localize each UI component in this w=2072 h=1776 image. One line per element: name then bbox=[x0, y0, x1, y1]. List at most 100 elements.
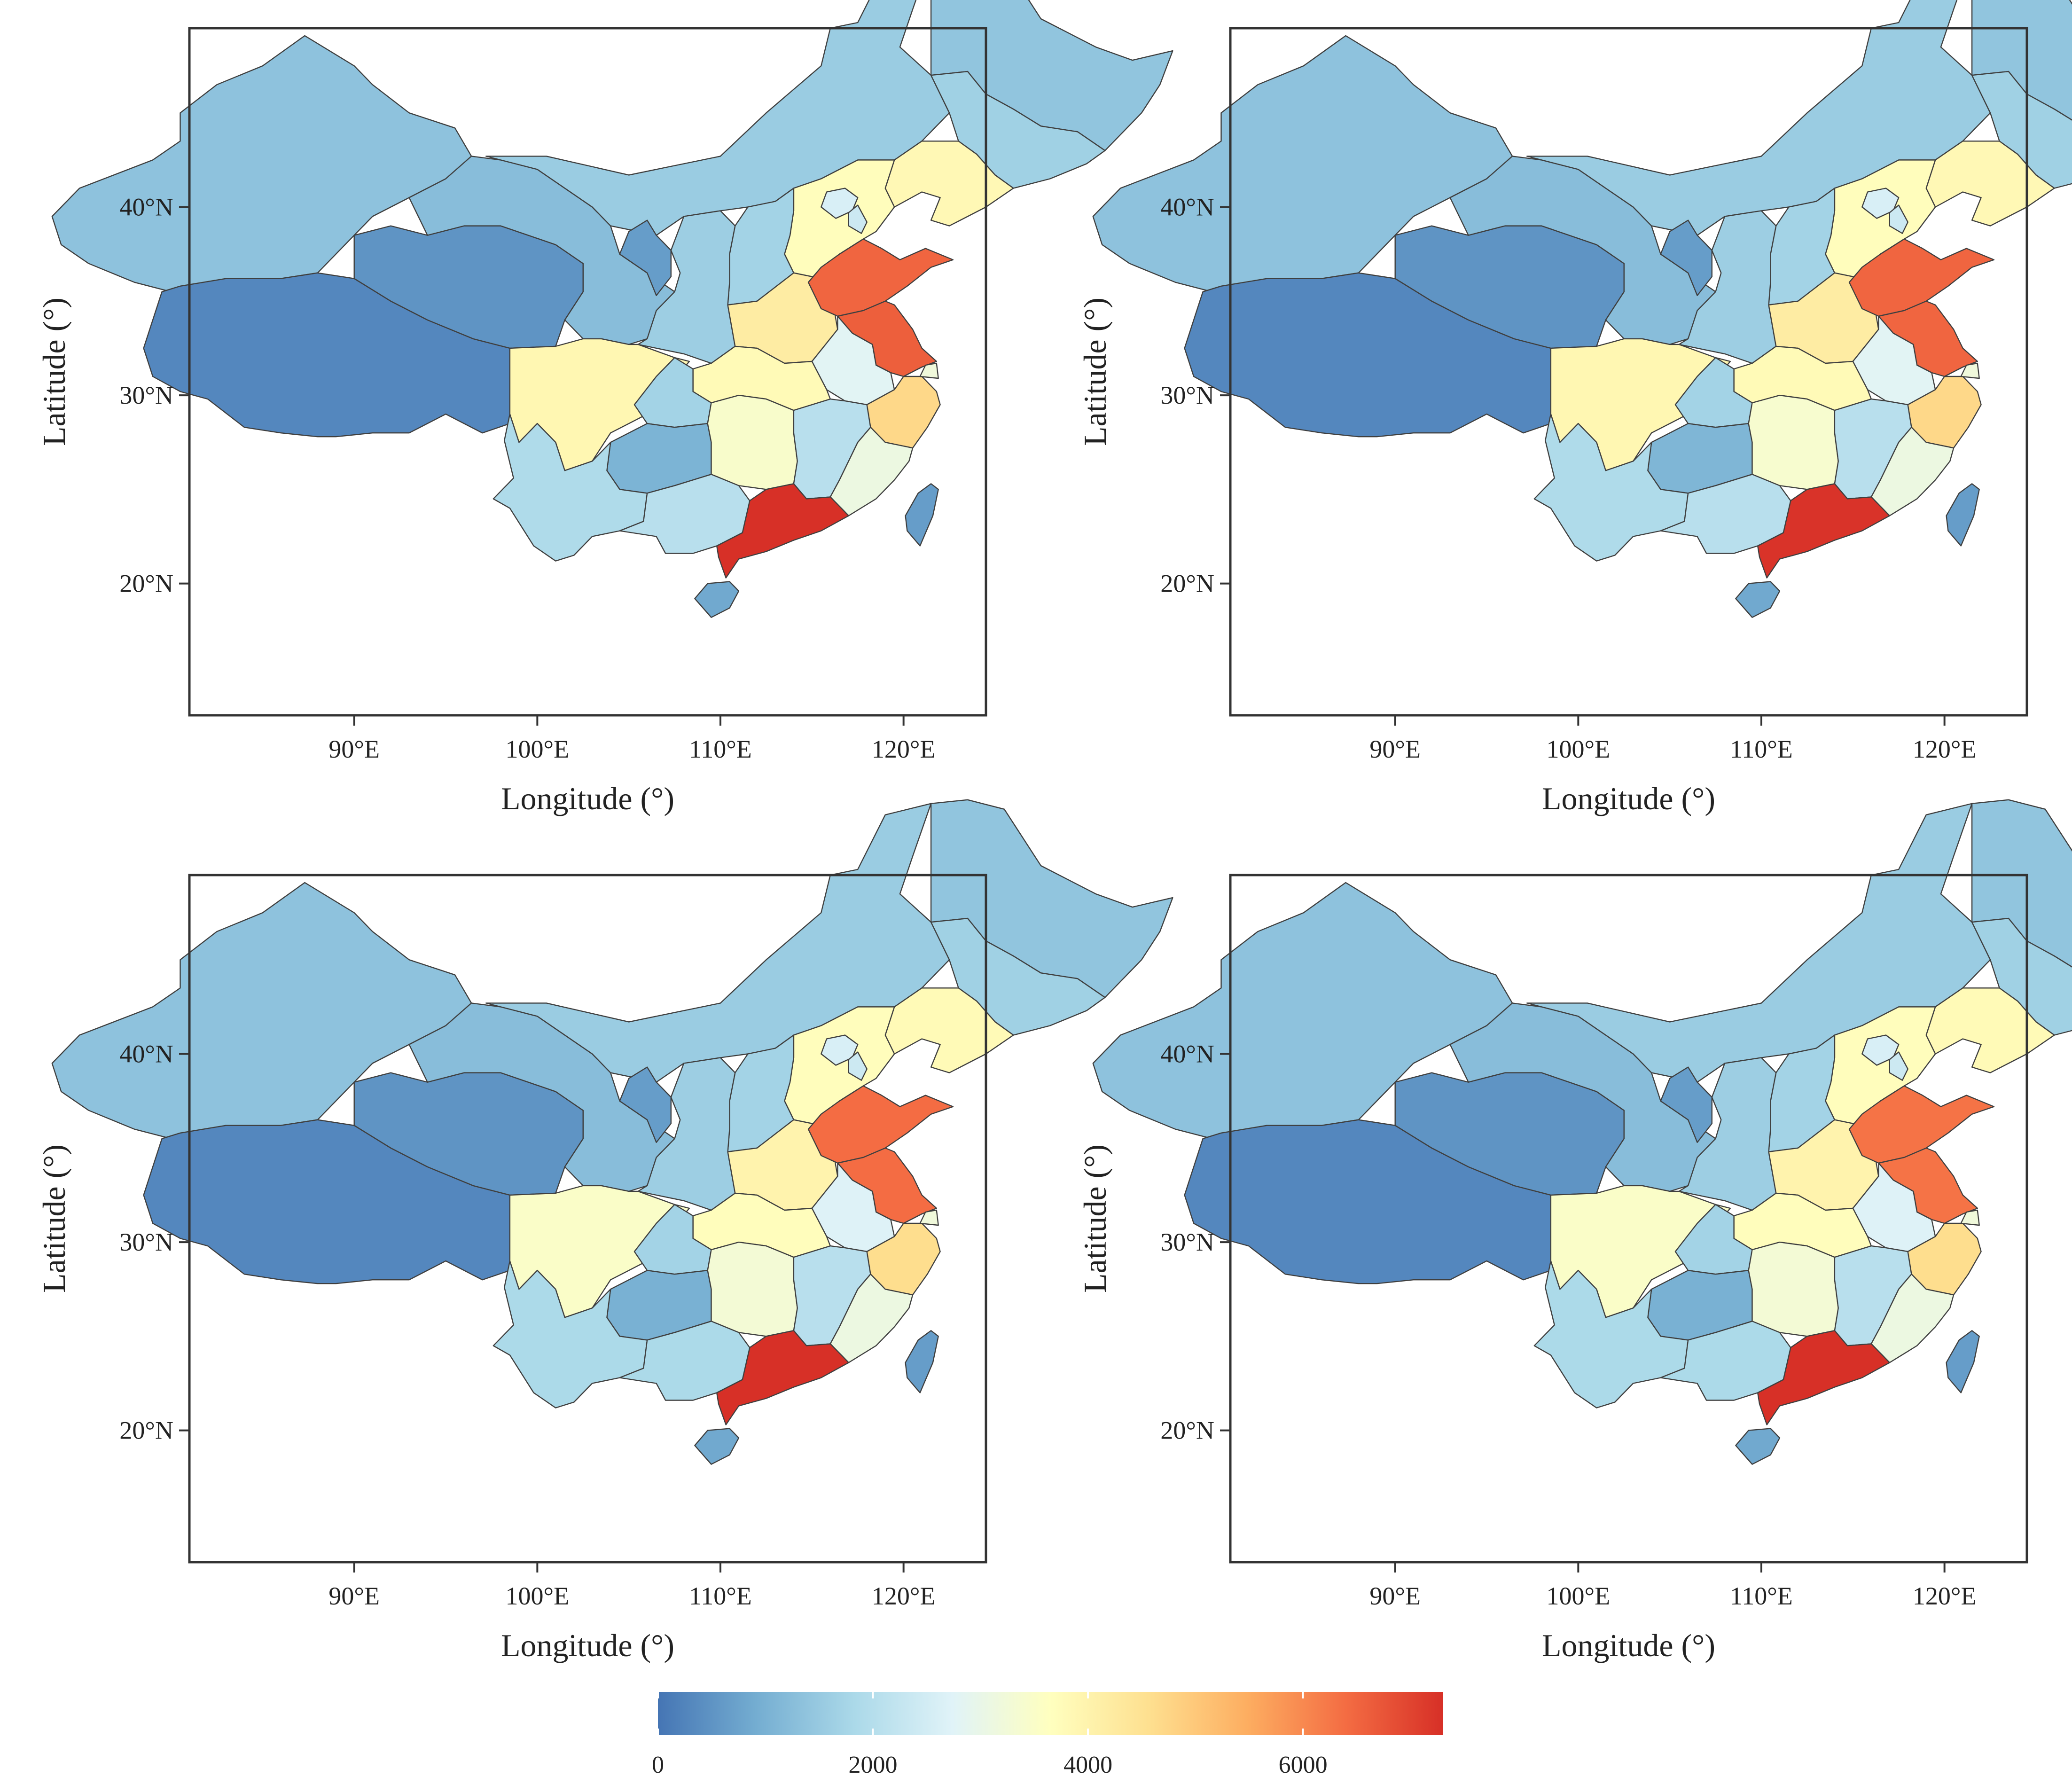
province-hunan bbox=[1748, 394, 1839, 490]
panel-frame bbox=[188, 874, 987, 1564]
colorbar-gradient bbox=[658, 1692, 1443, 1735]
province-shaanxi bbox=[637, 1057, 736, 1211]
province-beijing bbox=[821, 1034, 859, 1066]
colorbar-tick-label: 2000 bbox=[849, 1752, 898, 1776]
x-tick-label: 90°E bbox=[1369, 735, 1421, 763]
x-tick-label: 110°E bbox=[1730, 735, 1793, 763]
province-liaoning bbox=[1925, 987, 2055, 1073]
map-panel-3: 90°E 100°E 110°E 120°E 20°N 30°N 40°N Longitude… bbox=[36, 799, 1173, 1663]
province-tianjin bbox=[1889, 1051, 1908, 1081]
x-tick-label: 100°E bbox=[506, 1582, 570, 1610]
province-shanghai bbox=[919, 1209, 939, 1226]
map-area bbox=[1092, 799, 2072, 1465]
province-liaoning bbox=[884, 987, 1014, 1073]
province-anhui bbox=[811, 1162, 895, 1252]
y-axis-label: Latitude (°) bbox=[36, 1144, 72, 1293]
x-tick-label: 110°E bbox=[689, 735, 752, 763]
province-fujian bbox=[829, 427, 914, 516]
x-tick-label: 90°E bbox=[328, 1582, 380, 1610]
province-guangxi bbox=[1660, 474, 1791, 554]
y-axis-label: Latitude (°) bbox=[36, 297, 72, 446]
province-inner-mongolia bbox=[485, 0, 950, 236]
x-tick-label: 100°E bbox=[1547, 1582, 1611, 1610]
y-tick-label: 20°N bbox=[119, 1416, 173, 1445]
panel-frame bbox=[1229, 874, 2028, 1564]
province-ningxia bbox=[1660, 219, 1712, 296]
x-tick-label: 120°E bbox=[1913, 735, 1977, 763]
province-beijing bbox=[1861, 188, 1900, 219]
province-liaoning bbox=[1925, 141, 2055, 227]
x-tick-label: 100°E bbox=[1547, 735, 1611, 763]
province-shaanxi bbox=[1678, 1057, 1777, 1211]
y-tick-label: 30°N bbox=[1160, 1228, 1214, 1256]
y-tick-label: 20°N bbox=[1160, 1416, 1214, 1445]
province-beijing bbox=[821, 188, 859, 219]
y-tick-label: 30°N bbox=[119, 1228, 173, 1256]
map-panel-2: 90°E 100°E 110°E 120°E 20°N 30°N 40°N Longitude… bbox=[1077, 0, 2072, 816]
y-tick-label: 20°N bbox=[1160, 570, 1214, 598]
x-tick-label: 120°E bbox=[1913, 1582, 1977, 1610]
map-panel-4: 90°E 100°E 110°E 120°E 20°N 30°N 40°N Longitude… bbox=[1077, 799, 2072, 1663]
province-taiwan bbox=[905, 483, 939, 547]
map-panel-1: 90°E 100°E 110°E 120°E 20°N 30°N 40°N Longitude… bbox=[36, 0, 1173, 816]
province-ningxia bbox=[1660, 1066, 1712, 1143]
y-tick-label: 20°N bbox=[119, 570, 173, 598]
province-shaanxi bbox=[637, 210, 736, 364]
province-hunan bbox=[707, 394, 798, 490]
province-ningxia bbox=[619, 1066, 672, 1143]
province-beijing bbox=[1861, 1034, 1900, 1066]
y-axis-label: Latitude (°) bbox=[1077, 1144, 1113, 1293]
x-axis-label: Longitude (°) bbox=[501, 1627, 674, 1663]
map-area bbox=[51, 0, 1173, 618]
province-shaanxi bbox=[1678, 210, 1777, 364]
x-axis-label: Longitude (°) bbox=[501, 781, 674, 816]
province-taiwan bbox=[1946, 1330, 1980, 1393]
province-guangxi bbox=[619, 474, 751, 554]
map-area bbox=[1092, 0, 2072, 618]
province-taiwan bbox=[1946, 483, 1980, 547]
province-hainan bbox=[1735, 581, 1781, 618]
province-guangxi bbox=[1660, 1321, 1791, 1401]
province-hainan bbox=[694, 1428, 740, 1465]
x-tick-label: 110°E bbox=[1730, 1582, 1793, 1610]
colorbar-tick-label: 0 bbox=[652, 1752, 664, 1776]
province-hunan bbox=[707, 1241, 798, 1337]
x-tick-label: 120°E bbox=[872, 1582, 936, 1610]
province-shanghai bbox=[1960, 1209, 1980, 1226]
y-tick-label: 40°N bbox=[1160, 193, 1214, 221]
province-hainan bbox=[694, 581, 740, 618]
province-hainan bbox=[1735, 1428, 1781, 1465]
province-tianjin bbox=[848, 204, 868, 234]
province-fujian bbox=[1870, 1274, 1955, 1363]
x-tick-label: 90°E bbox=[1369, 1582, 1421, 1610]
y-tick-label: 40°N bbox=[1160, 1040, 1214, 1068]
province-anhui bbox=[811, 315, 895, 406]
province-guangxi bbox=[619, 1321, 751, 1401]
province-inner-mongolia bbox=[1526, 803, 1991, 1083]
panel-frame bbox=[1229, 27, 2028, 717]
x-axis-label: Longitude (°) bbox=[1542, 1627, 1715, 1663]
province-fujian bbox=[1870, 427, 1955, 516]
province-taiwan bbox=[905, 1330, 939, 1393]
y-axis-label: Latitude (°) bbox=[1077, 297, 1113, 446]
province-shanghai bbox=[1960, 362, 1980, 379]
colorbar-tick-label: 6000 bbox=[1279, 1752, 1328, 1776]
province-fujian bbox=[829, 1274, 914, 1363]
map-area bbox=[51, 799, 1173, 1465]
province-tianjin bbox=[1889, 204, 1908, 234]
province-hunan bbox=[1748, 1241, 1839, 1337]
x-tick-label: 90°E bbox=[328, 735, 380, 763]
province-tianjin bbox=[848, 1051, 868, 1081]
province-inner-mongolia bbox=[1526, 0, 1991, 236]
y-tick-label: 30°N bbox=[119, 381, 173, 409]
colorbar: 0 2000 4000 6000 bbox=[652, 1692, 1443, 1776]
y-tick-label: 40°N bbox=[119, 193, 173, 221]
province-liaoning bbox=[884, 141, 1014, 227]
x-axis-label: Longitude (°) bbox=[1542, 781, 1715, 816]
y-tick-label: 40°N bbox=[119, 1040, 173, 1068]
colorbar-tick-label: 4000 bbox=[1063, 1752, 1112, 1776]
y-tick-label: 30°N bbox=[1160, 381, 1214, 409]
x-tick-label: 110°E bbox=[689, 1582, 752, 1610]
province-shanghai bbox=[919, 362, 939, 379]
